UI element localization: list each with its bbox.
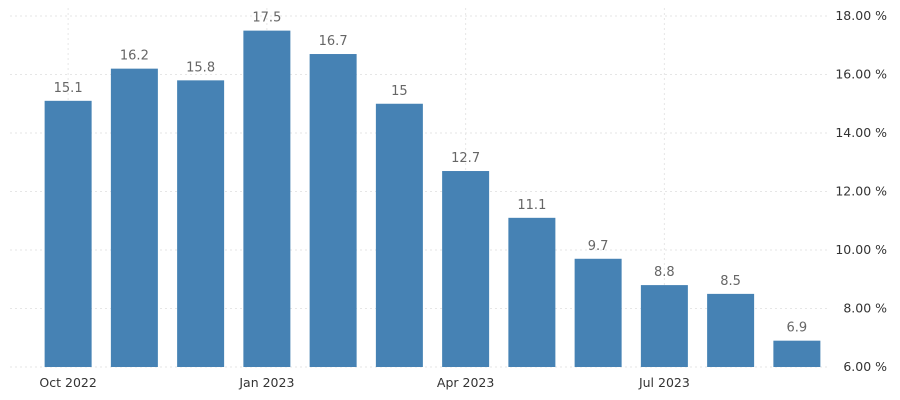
bars	[44, 30, 821, 368]
x-tick-label: Apr 2023	[437, 375, 494, 390]
bar	[177, 80, 225, 367]
bar	[243, 30, 291, 367]
data-label: 6.9	[787, 321, 808, 336]
bar	[640, 285, 688, 367]
y-tick-label: 14.00 %	[835, 125, 887, 140]
bar	[375, 103, 423, 367]
bar	[309, 54, 357, 368]
data-label: 12.7	[451, 151, 480, 166]
bar	[574, 258, 622, 367]
data-label: 17.5	[252, 11, 281, 26]
bar	[442, 171, 490, 367]
data-label: 16.2	[120, 49, 149, 64]
data-label: 8.5	[720, 274, 741, 289]
bar	[44, 100, 92, 367]
data-labels: 15.1 16.2 15.8 17.5 16.7 15 12.7 11.1 9.7 8.8 8.5 6…	[54, 11, 808, 336]
data-label: 15.8	[186, 60, 215, 75]
y-tick-label: 8.00 %	[843, 301, 887, 316]
y-tick-label: 16.00 %	[835, 67, 887, 82]
x-tick-label: Oct 2022	[39, 375, 96, 390]
data-label: 15	[391, 84, 408, 99]
y-tick-label: 18.00 %	[835, 8, 887, 23]
bar	[110, 68, 158, 368]
data-label: 15.1	[54, 81, 83, 96]
y-tick-label: 12.00 %	[835, 184, 887, 199]
data-label: 11.1	[517, 198, 546, 213]
x-axis: Oct 2022 Jan 2023 Apr 2023 Jul 2023	[39, 375, 689, 390]
bar	[773, 340, 821, 367]
y-tick-label: 10.00 %	[835, 242, 887, 257]
data-label: 9.7	[588, 239, 609, 254]
x-tick-label: Jan 2023	[238, 375, 294, 390]
data-label: 16.7	[319, 34, 348, 49]
y-axis: 6.00 % 8.00 % 10.00 % 12.00 % 14.00 % 16.00 %…	[835, 8, 887, 374]
x-tick-label: Jul 2023	[638, 375, 690, 390]
y-tick-label: 6.00 %	[843, 359, 887, 374]
data-label: 8.8	[654, 265, 675, 280]
bar	[508, 217, 556, 367]
bar	[707, 293, 755, 367]
